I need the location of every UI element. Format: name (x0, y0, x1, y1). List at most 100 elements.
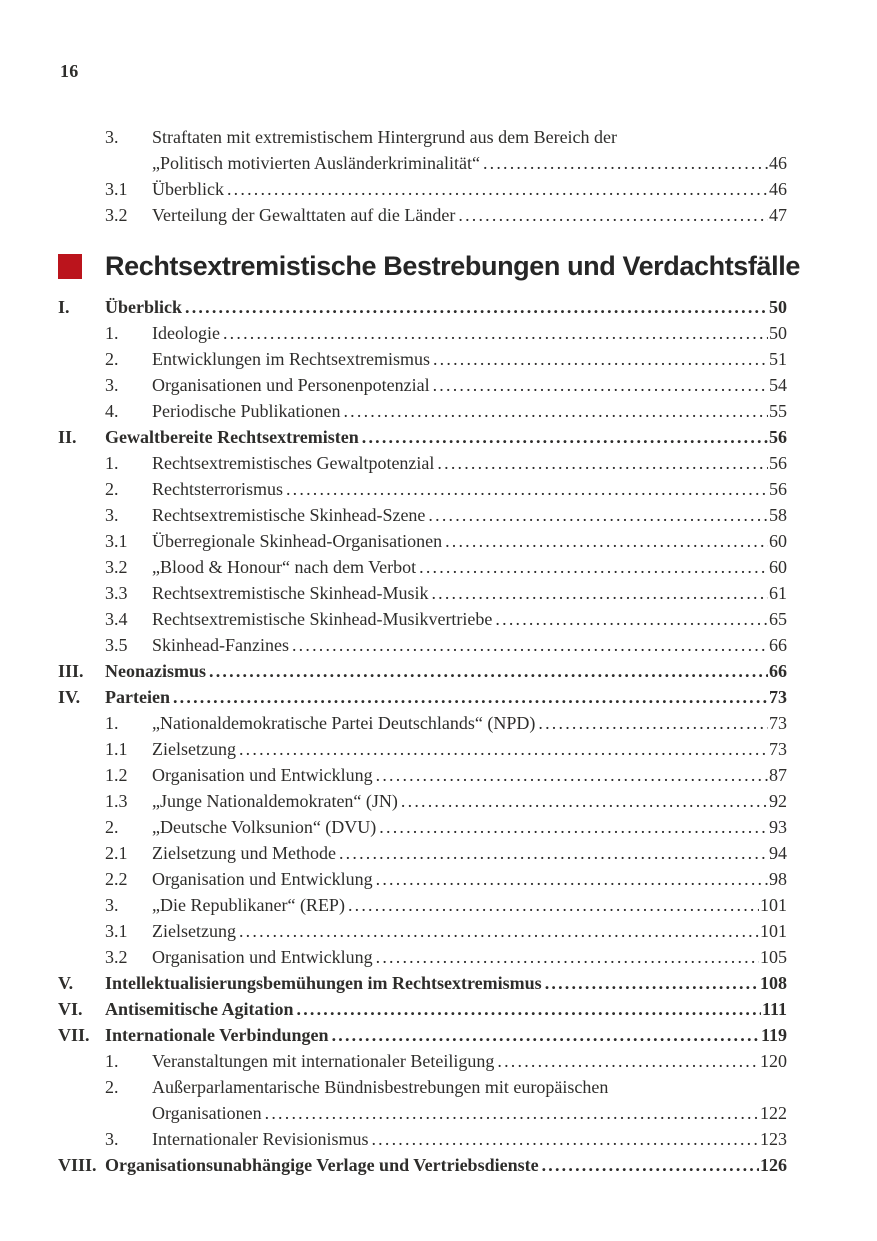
toc-entry-body: Organisationsunabhängige Verlage und Ver… (105, 1152, 787, 1178)
toc-entry-text: Internationale Verbindungen (105, 1025, 329, 1045)
toc-entry-line: Organisation und Entwicklung 105 (152, 944, 787, 970)
toc-entry-line: Parteien 73 (105, 684, 787, 710)
toc-entry-page: 73 (769, 739, 787, 759)
toc-entry-page: 94 (769, 843, 787, 863)
toc-entry-line: Internationaler Revisionismus 123 (152, 1126, 787, 1152)
toc-entry-text: Neonazismus (105, 661, 207, 681)
toc-entry-line: „Nationaldemokratische Partei Deutschlan… (152, 710, 787, 736)
toc-entry-body: „Nationaldemokratische Partei Deutschlan… (152, 710, 787, 736)
toc-row: 3.4 Rechtsextremistische Skinhead-Musikv… (58, 606, 787, 632)
toc-entry-number: 3.2 (105, 205, 128, 225)
dot-leader (376, 762, 768, 788)
toc-entry-line: „Die Republikaner“ (REP) 101 (152, 892, 787, 918)
toc-entry-line: Entwicklungen im Rechtsextremismus 51 (152, 346, 787, 372)
toc-entry-line: Rechtsextremistische Skinhead-Musik 61 (152, 580, 787, 606)
dot-leader (209, 658, 768, 684)
dot-leader (495, 606, 768, 632)
dot-leader (401, 788, 768, 814)
dot-leader (437, 450, 768, 476)
toc-entry-text: Rechtsextremistische Skinhead-Musikvertr… (152, 609, 493, 629)
toc-entry-line: Zielsetzung 101 (152, 918, 787, 944)
toc-entry-line: Rechtsextremistische Skinhead-Musikvertr… (152, 606, 787, 632)
toc-row: 2. Entwicklungen im Rechtsextremismus 51 (58, 346, 787, 372)
dot-leader (173, 684, 768, 710)
toc-row: 3. „Die Republikaner“ (REP) 101 (58, 892, 787, 918)
toc-entry-number: 3.2 (105, 557, 128, 577)
dot-leader (445, 528, 768, 554)
toc-entry-text: Organisationsunabhängige Verlage und Ver… (105, 1155, 539, 1175)
toc-entry-line: Antisemitische Agitation 111 (105, 996, 787, 1022)
toc-entry-page: 58 (769, 505, 787, 525)
toc-entry-number: 2.2 (105, 869, 128, 889)
toc-entry-number: 2. (105, 817, 119, 837)
toc-row: 3.1 Überblick 46 (58, 176, 787, 202)
toc-entry-page: 105 (760, 947, 787, 967)
toc-entry-body: Parteien 73 (105, 684, 787, 710)
dot-leader (239, 918, 759, 944)
toc-entry-number: IV. (58, 687, 81, 707)
toc-entry-body: Internationale Verbindungen 119 (105, 1022, 787, 1048)
toc-entry-body: Rechtsextremistische Skinhead-Musik 61 (152, 580, 787, 606)
toc-entry-number: 3. (105, 895, 119, 915)
toc-entry-page: 73 (769, 713, 787, 733)
toc-entry-body: Überblick 46 (152, 176, 787, 202)
toc-entry-text: Ideologie (152, 323, 220, 343)
toc-entry-line: Skinhead-Fanzines 66 (152, 632, 787, 658)
red-square-marker-icon (58, 254, 82, 279)
toc-entry-text: Überblick (105, 297, 183, 317)
toc-row: 3.2 Verteilung der Gewalttaten auf die L… (58, 202, 787, 228)
toc-entry-number: 1.3 (105, 791, 128, 811)
toc-entry-body: Überregionale Skinhead-Organisationen 60 (152, 528, 787, 554)
toc-entry-page: 54 (769, 375, 787, 395)
dot-leader (379, 814, 768, 840)
toc-entry-page: 122 (760, 1103, 787, 1123)
toc-entry-page: 120 (760, 1051, 787, 1071)
dot-leader (419, 554, 768, 580)
toc-entry-text: Überblick (152, 179, 224, 199)
toc-entry-body: Intellektualisierungsbemühungen im Recht… (105, 970, 787, 996)
toc-entry-text: Rechtsterrorismus (152, 479, 283, 499)
dot-leader (343, 398, 768, 424)
toc-row: 2. „Deutsche Volksunion“ (DVU) 93 (58, 814, 787, 840)
toc-row: 3.1 Zielsetzung 101 (58, 918, 787, 944)
toc-entry-number: 3.1 (105, 921, 128, 941)
dot-leader (297, 996, 761, 1022)
dot-leader (433, 346, 768, 372)
dot-leader (458, 202, 768, 228)
toc-row: 3. Rechtsextremistische Skinhead-Szene 58 (58, 502, 787, 528)
toc-row: 1.1 Zielsetzung 73 (58, 736, 787, 762)
toc-entry-body: Organisationen und Personenpotenzial 54 (152, 372, 787, 398)
toc-entry-page: 56 (769, 453, 787, 473)
toc-entry-line: Neonazismus 66 (105, 658, 787, 684)
toc-pre-section: 3. Straftaten mit extremistischem Hinter… (58, 124, 787, 228)
toc-row: 1. „Nationaldemokratische Partei Deutsch… (58, 710, 787, 736)
toc-row: 3.3 Rechtsextremistische Skinhead-Musik 6… (58, 580, 787, 606)
toc-entry-number: 3.3 (105, 583, 128, 603)
toc-row: VI. Antisemitische Agitation 111 (58, 996, 787, 1022)
dot-leader (371, 1126, 759, 1152)
toc-entry-body: Neonazismus 66 (105, 658, 787, 684)
toc-entry-line: Veranstaltungen mit internationaler Bete… (152, 1048, 787, 1074)
toc-main: I. Überblick 50 1. Ideologie 50 2. Entwick… (58, 294, 787, 1178)
toc-entry-body: „Junge Nationaldemokraten“ (JN) 92 (152, 788, 787, 814)
toc-entry-body: Rechtsterrorismus 56 (152, 476, 787, 502)
toc-row: 1. Rechtsextremistisches Gewaltpotenzial… (58, 450, 787, 476)
section-title: Rechtsextremistische Bestrebungen und Ve… (105, 251, 800, 281)
toc-entry-body: Ideologie 50 (152, 320, 787, 346)
dot-leader (376, 944, 759, 970)
toc-entry-body: Rechtsextremistische Skinhead-Szene 58 (152, 502, 787, 528)
toc-entry-text: Antisemitische Agitation (105, 999, 294, 1019)
toc-entry-text: „Nationaldemokratische Partei Deutschlan… (152, 713, 536, 733)
toc-row: 3.1 Überregionale Skinhead-Organisatione… (58, 528, 787, 554)
toc-entry-number: 1. (105, 453, 119, 473)
toc-entry-line: „Junge Nationaldemokraten“ (JN) 92 (152, 788, 787, 814)
toc-entry-number: VI. (58, 999, 83, 1019)
toc-entry-line: Internationale Verbindungen 119 (105, 1022, 787, 1048)
toc-entry-body: Verteilung der Gewalttaten auf die Lände… (152, 202, 787, 228)
section-heading: Rechtsextremistische Bestrebungen und Ve… (58, 248, 848, 284)
toc-entry-body: Internationaler Revisionismus 123 (152, 1126, 787, 1152)
toc-entry-body: Organisation und Entwicklung 98 (152, 866, 787, 892)
toc-entry-body: Skinhead-Fanzines 66 (152, 632, 787, 658)
toc-entry-body: „Blood & Honour“ nach dem Verbot 60 (152, 554, 787, 580)
